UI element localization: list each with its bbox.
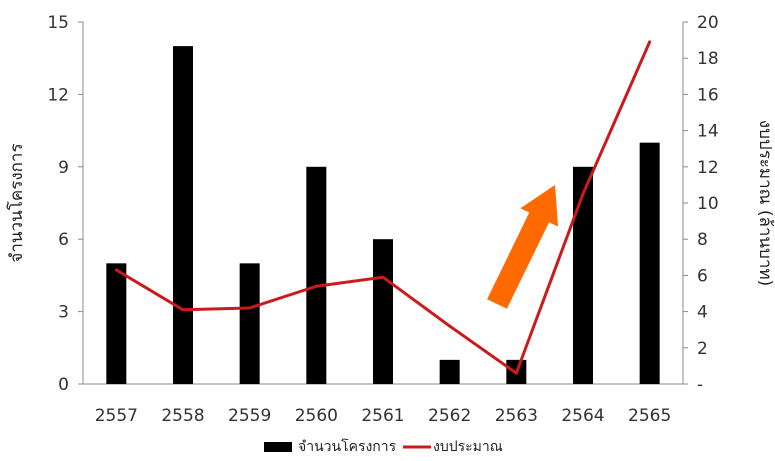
trend-arrow (487, 185, 559, 309)
bar-2565 (639, 142, 660, 384)
bar-series (106, 46, 660, 385)
right-tick-label: 14 (697, 122, 719, 142)
left-tick-label: 9 (58, 158, 69, 178)
right-tick-label: 10 (697, 194, 719, 214)
left-tick-label: 15 (47, 13, 69, 33)
x-tick-label: 2558 (161, 406, 204, 426)
bar-2562 (439, 359, 460, 384)
right-tick-label: 18 (697, 49, 719, 69)
legend-line-label: งบประมาณ (433, 439, 503, 455)
budget-point-2558 (181, 308, 185, 312)
x-tick-label: 2563 (495, 406, 538, 426)
budget-point-2565 (648, 40, 652, 44)
right-tick-label: 12 (697, 158, 719, 178)
budget-point-2559 (248, 306, 252, 310)
x-tick-label: 2562 (428, 406, 471, 426)
x-tick-label: 2560 (295, 406, 338, 426)
legend: จำนวนโครงการ งบประมาณ (264, 438, 503, 455)
legend-bar-swatch (264, 442, 292, 452)
budget-point-2563 (514, 371, 518, 375)
trend-annotation (487, 185, 559, 309)
axes: 0 3 6 9 12 15 - 2 4 6 8 10 12 14 16 18 20 2557 2558 2559 256… (6, 13, 775, 426)
right-tick-label: 20 (697, 13, 719, 33)
right-tick-label: 2 (697, 339, 708, 359)
x-tick-label: 2561 (361, 406, 404, 426)
right-axis-title: งบประมาณ (ล้านบาท) (755, 120, 775, 286)
bar-2561 (373, 239, 393, 384)
line-series (114, 40, 652, 375)
right-tick-label: - (697, 375, 703, 395)
x-tick-label: 2559 (228, 406, 271, 426)
left-tick-label: 0 (58, 375, 69, 395)
budget-point-2564 (581, 192, 585, 196)
left-axis-title: จำนวนโครงการ (6, 143, 27, 262)
bar-2559 (239, 263, 260, 384)
right-tick-label: 8 (697, 230, 708, 250)
budget-point-2561 (381, 275, 385, 279)
right-tick-label: 16 (697, 85, 719, 105)
left-tick-label: 6 (58, 230, 69, 250)
x-tick-label: 2565 (628, 406, 671, 426)
x-tick-label: 2557 (95, 406, 138, 426)
right-tick-label: 6 (697, 266, 708, 286)
budget-point-2560 (314, 284, 318, 288)
legend-bar-label: จำนวนโครงการ (298, 438, 397, 455)
left-tick-label: 12 (47, 85, 69, 105)
bar-2558 (173, 46, 193, 385)
x-tick-label: 2564 (561, 406, 604, 426)
left-tick-label: 3 (58, 303, 69, 323)
budget-point-2557 (114, 268, 118, 272)
budget-point-2562 (448, 324, 452, 328)
bar-2560 (306, 166, 327, 384)
bar-2557 (106, 263, 127, 384)
bar-2564 (573, 166, 593, 384)
right-tick-label: 4 (697, 303, 708, 323)
